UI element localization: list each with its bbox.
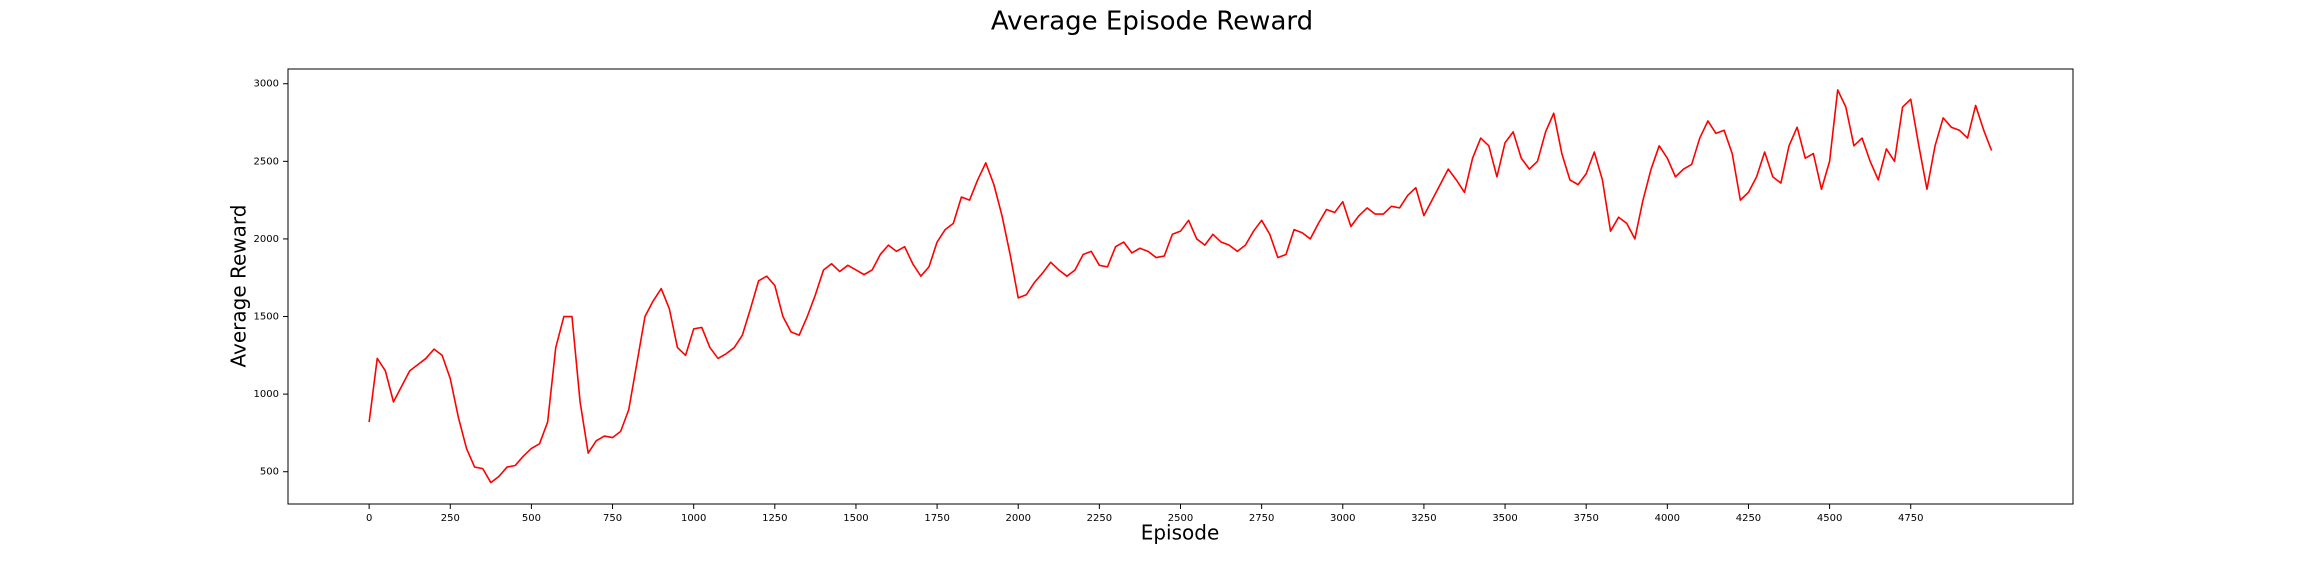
x-tick-label: 3000 [1330,513,1355,524]
x-tick-label: 1250 [762,513,787,524]
x-tick-label: 500 [522,513,541,524]
plot-frame [287,68,2074,505]
x-tick-label: 4000 [1655,513,1680,524]
data-line [368,89,1993,484]
x-tick-label: 4750 [1898,513,1923,524]
y-tick-label: 3000 [254,79,279,90]
x-tick-label: 2750 [1249,513,1274,524]
y-tick-label: 500 [260,467,279,478]
y-axis-label: Average Reward [227,205,251,368]
x-tick-label: 2500 [1168,513,1193,524]
x-axis-label: Episode [1141,521,1220,545]
x-tick-label: 1500 [843,513,868,524]
x-tick-label: 3500 [1492,513,1517,524]
x-tick-label: 1750 [924,513,949,524]
y-tick-label: 1000 [254,389,279,400]
x-tick-label: 3750 [1573,513,1598,524]
y-tick-label: 1500 [254,312,279,323]
x-tick-label: 3250 [1411,513,1436,524]
x-tick-label: 4250 [1736,513,1761,524]
x-tick-label: 4500 [1817,513,1842,524]
chart-title: Average Episode Reward [991,7,1313,37]
x-tick-label: 0 [366,513,372,524]
x-tick-label: 2000 [1006,513,1031,524]
y-tick-label: 2000 [254,234,279,245]
x-tick-label: 250 [441,513,460,524]
y-tick-label: 2500 [254,156,279,167]
x-tick-label: 750 [603,513,622,524]
x-tick-label: 1000 [681,513,706,524]
x-tick-label: 2250 [1087,513,1112,524]
